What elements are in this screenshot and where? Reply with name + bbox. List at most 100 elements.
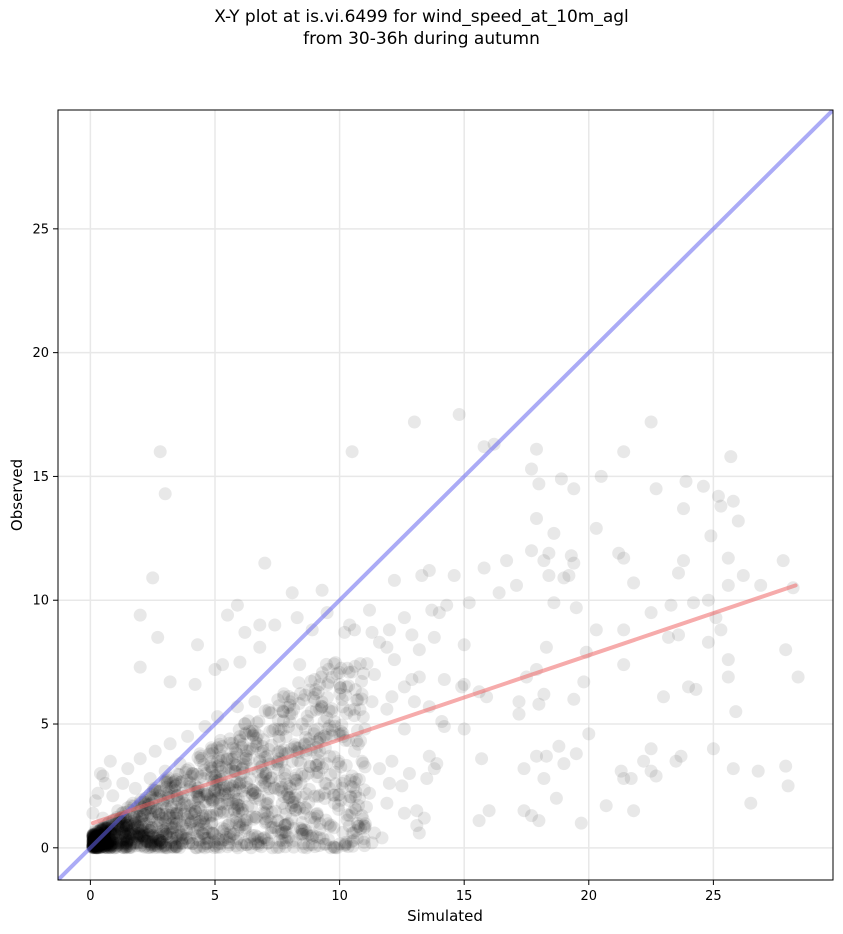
data-point xyxy=(321,833,335,847)
data-point xyxy=(127,822,140,836)
data-point xyxy=(145,820,159,834)
data-point xyxy=(247,724,261,738)
data-point xyxy=(175,819,189,832)
data-point xyxy=(235,806,249,820)
data-point xyxy=(86,828,100,842)
data-point xyxy=(202,825,216,839)
data-point xyxy=(355,687,369,701)
data-point xyxy=(183,776,197,790)
data-point xyxy=(119,818,133,832)
data-point xyxy=(306,828,320,842)
data-point xyxy=(405,673,419,686)
data-point xyxy=(243,837,257,851)
data-point xyxy=(213,737,227,751)
data-point xyxy=(313,823,327,836)
data-point xyxy=(235,740,249,754)
data-point xyxy=(177,807,191,821)
data-point xyxy=(160,775,174,789)
data-point xyxy=(115,824,128,838)
data-point xyxy=(251,789,265,803)
data-point xyxy=(152,807,166,821)
data-point xyxy=(121,834,135,848)
data-point xyxy=(138,832,152,846)
data-point xyxy=(158,807,172,821)
data-point xyxy=(174,827,188,841)
data-point xyxy=(342,679,356,693)
data-point xyxy=(309,683,323,697)
data-point xyxy=(349,785,363,799)
data-point xyxy=(402,767,416,780)
data-point xyxy=(149,804,163,818)
data-point xyxy=(88,840,102,854)
data-point xyxy=(347,709,361,723)
data-point xyxy=(169,807,183,821)
data-point xyxy=(462,596,476,610)
data-point xyxy=(134,828,148,842)
data-point xyxy=(146,830,160,844)
data-point xyxy=(617,551,631,565)
data-point xyxy=(407,415,421,429)
data-point xyxy=(227,803,241,817)
data-point xyxy=(165,817,179,830)
data-point xyxy=(726,494,740,508)
data-point xyxy=(246,784,260,798)
data-point xyxy=(183,775,197,789)
data-point xyxy=(282,791,295,805)
data-point xyxy=(163,675,177,689)
data-point xyxy=(191,790,204,804)
data-point xyxy=(315,583,329,597)
data-point xyxy=(90,837,104,851)
data-point xyxy=(199,837,213,851)
data-point xyxy=(222,817,236,831)
data-point xyxy=(240,780,254,794)
data-point xyxy=(161,817,175,831)
data-point xyxy=(205,761,219,775)
data-point xyxy=(480,690,494,704)
data-point xyxy=(313,702,327,716)
data-point xyxy=(557,571,571,585)
data-point xyxy=(290,611,304,625)
data-point xyxy=(144,821,158,835)
data-point xyxy=(308,840,322,854)
data-point xyxy=(265,771,279,785)
data-point xyxy=(198,812,212,826)
data-point xyxy=(280,834,293,848)
data-point xyxy=(187,802,201,816)
data-point xyxy=(103,838,117,852)
data-point xyxy=(170,777,184,791)
data-point xyxy=(281,817,295,830)
data-point xyxy=(119,829,132,843)
data-point xyxy=(322,675,336,689)
data-point xyxy=(220,751,234,765)
data-point xyxy=(349,772,363,786)
data-point xyxy=(131,827,145,841)
data-point xyxy=(189,804,203,818)
data-point xyxy=(261,749,275,763)
data-point xyxy=(223,736,237,750)
data-point xyxy=(218,782,231,796)
data-point xyxy=(119,822,133,836)
data-point xyxy=(122,831,136,845)
data-point xyxy=(212,797,226,810)
data-point xyxy=(307,789,321,803)
data-point xyxy=(335,781,349,795)
data-point xyxy=(347,826,360,840)
data-point xyxy=(165,826,179,839)
data-point xyxy=(259,779,273,793)
data-point xyxy=(290,800,304,814)
data-point xyxy=(210,803,223,817)
data-point xyxy=(243,772,257,785)
data-point xyxy=(182,836,196,850)
data-point xyxy=(316,832,330,846)
data-point xyxy=(168,779,182,793)
data-point xyxy=(356,710,370,724)
data-point xyxy=(287,840,301,854)
data-point xyxy=(141,841,155,855)
data-point xyxy=(128,815,142,829)
data-point xyxy=(128,828,142,842)
data-point xyxy=(192,818,206,832)
data-point xyxy=(103,841,117,855)
data-point xyxy=(196,826,210,840)
data-point xyxy=(89,838,103,852)
data-point xyxy=(238,789,252,803)
